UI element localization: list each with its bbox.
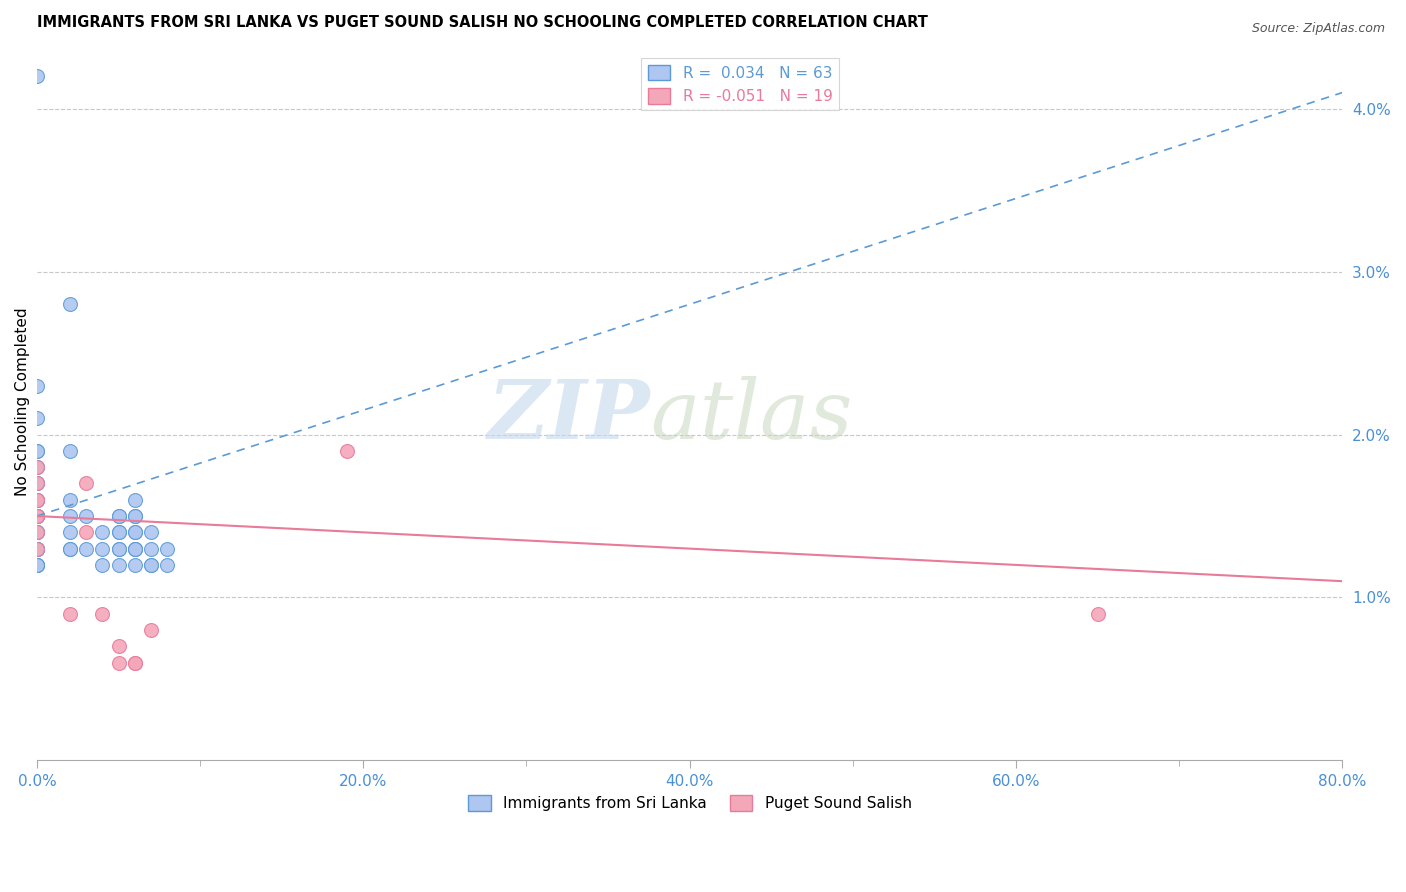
Point [25,492,48,507]
Point [25,509,48,524]
Point [58,443,80,458]
Point [75,509,97,524]
Point [25,558,48,572]
Point [25,460,48,475]
Text: IMMIGRANTS FROM SRI LANKA VS PUGET SOUND SALISH NO SCHOOLING COMPLETED CORRELATI: IMMIGRANTS FROM SRI LANKA VS PUGET SOUND… [37,15,928,30]
Point [107,525,129,540]
Point [25,411,48,425]
Point [107,541,129,556]
Point [25,541,48,556]
Point [124,525,146,540]
Legend: Immigrants from Sri Lanka, Puget Sound Salish: Immigrants from Sri Lanka, Puget Sound S… [461,789,918,817]
Point [25,541,48,556]
Point [141,558,163,572]
Point [25,492,48,507]
Point [1087,607,1109,621]
Point [25,525,48,540]
Point [124,558,146,572]
Point [25,509,48,524]
Point [25,509,48,524]
Point [58,541,80,556]
Point [25,558,48,572]
Point [156,558,179,572]
Point [124,541,146,556]
Point [107,525,129,540]
Point [124,656,146,670]
Point [75,476,97,491]
Point [124,656,146,670]
Text: ZIP: ZIP [488,376,651,457]
Text: atlas: atlas [651,376,853,457]
Point [91,541,114,556]
Point [58,607,80,621]
Point [58,297,80,311]
Point [124,492,146,507]
Point [107,541,129,556]
Point [91,525,114,540]
Point [25,509,48,524]
Point [25,492,48,507]
Point [141,558,163,572]
Point [107,509,129,524]
Point [25,443,48,458]
Point [25,558,48,572]
Y-axis label: No Schooling Completed: No Schooling Completed [15,308,30,496]
Point [25,525,48,540]
Point [91,558,114,572]
Point [25,509,48,524]
Point [124,509,146,524]
Point [58,509,80,524]
Point [25,525,48,540]
Point [141,623,163,637]
Point [58,525,80,540]
Point [124,509,146,524]
Point [124,541,146,556]
Point [107,509,129,524]
Point [141,525,163,540]
Point [25,460,48,475]
Point [156,541,179,556]
Point [25,509,48,524]
Point [91,607,114,621]
Point [25,558,48,572]
Point [58,541,80,556]
Point [107,640,129,654]
Point [25,476,48,491]
Point [25,541,48,556]
Point [25,541,48,556]
Point [25,443,48,458]
Point [25,492,48,507]
Point [25,460,48,475]
Point [25,69,48,83]
Point [107,558,129,572]
Point [25,525,48,540]
Point [25,492,48,507]
Point [141,541,163,556]
Point [75,541,97,556]
Point [25,541,48,556]
Point [124,541,146,556]
Point [107,656,129,670]
Point [58,492,80,507]
Point [25,476,48,491]
Point [25,509,48,524]
Point [75,525,97,540]
Point [336,443,359,458]
Point [25,541,48,556]
Point [124,525,146,540]
Point [25,378,48,392]
Text: Source: ZipAtlas.com: Source: ZipAtlas.com [1251,22,1385,36]
Point [25,476,48,491]
